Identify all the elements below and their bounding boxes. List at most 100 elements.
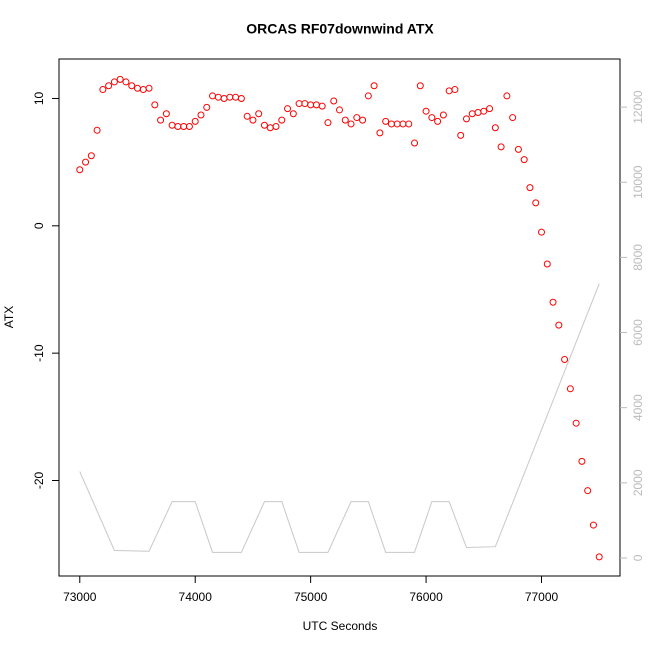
point: [122, 78, 130, 86]
point: [197, 111, 205, 119]
point: [462, 115, 470, 123]
point: [486, 105, 494, 113]
y2-tick-label: 10000: [631, 165, 645, 199]
point: [595, 553, 603, 561]
point: [359, 116, 367, 124]
point: [295, 100, 303, 108]
point: [82, 158, 90, 166]
y2-tick-label: 0: [631, 554, 645, 561]
point: [139, 86, 147, 94]
x-tick-label: 75000: [294, 590, 328, 604]
point: [76, 166, 84, 174]
point: [538, 228, 546, 236]
point: [387, 120, 395, 128]
chart-title: ORCAS RF07downwind ATX: [246, 21, 434, 37]
point: [87, 152, 95, 160]
point: [191, 117, 199, 125]
y2-tick-label: 4000: [631, 394, 645, 421]
point: [220, 94, 228, 102]
point: [232, 93, 240, 101]
point: [116, 75, 124, 83]
point: [376, 129, 384, 137]
y-tick-label: -20: [32, 471, 46, 489]
point: [151, 101, 159, 109]
point: [289, 110, 297, 118]
point: [330, 97, 338, 105]
point: [480, 107, 488, 115]
point: [451, 86, 459, 94]
point: [128, 82, 136, 90]
point: [157, 116, 165, 124]
point: [399, 120, 407, 128]
point: [249, 116, 257, 124]
point: [589, 521, 597, 529]
point: [474, 108, 482, 116]
point: [543, 260, 551, 268]
x-tick-label: 74000: [179, 590, 213, 604]
point: [347, 120, 355, 128]
point: [405, 120, 413, 128]
point: [572, 419, 580, 427]
point: [255, 110, 263, 118]
point: [260, 121, 268, 129]
point: [110, 78, 118, 86]
point: [445, 87, 453, 95]
point: [497, 143, 505, 151]
point: [555, 321, 563, 329]
point: [341, 116, 349, 124]
y2-tick-label: 12000: [631, 90, 645, 124]
x-tick-label: 73000: [63, 590, 97, 604]
y2-tick-label: 6000: [631, 319, 645, 346]
point: [416, 82, 424, 90]
point: [411, 139, 419, 147]
point: [214, 93, 222, 101]
point: [393, 120, 401, 128]
point: [457, 131, 465, 139]
point: [312, 101, 320, 109]
point: [145, 84, 153, 92]
point: [336, 106, 343, 114]
point: [370, 82, 378, 90]
x-axis-label: UTC Seconds: [303, 619, 378, 633]
point: [174, 122, 182, 130]
point: [434, 117, 442, 125]
point: [162, 110, 170, 118]
plot-frame: [58, 58, 621, 577]
point: [209, 92, 217, 100]
point: [272, 122, 280, 130]
point: [226, 93, 234, 101]
point: [509, 114, 517, 122]
point: [168, 121, 176, 129]
point: [185, 122, 193, 130]
point: [561, 356, 569, 364]
point: [526, 184, 534, 192]
point: [468, 110, 476, 118]
point: [324, 119, 332, 127]
x-tick-label: 76000: [409, 590, 443, 604]
point: [266, 124, 274, 132]
point: [243, 112, 251, 120]
x-tick-label: 77000: [525, 590, 559, 604]
y2-tick-label: 2000: [631, 469, 645, 496]
point: [307, 101, 315, 109]
point: [584, 487, 592, 495]
point: [278, 116, 286, 124]
y-axis-label: ATX: [2, 306, 16, 328]
point: [99, 86, 107, 94]
point: [105, 82, 113, 90]
point: [503, 92, 511, 100]
altitude-line: [79, 283, 600, 553]
y-tick-label: -10: [32, 344, 46, 362]
point: [578, 457, 586, 465]
point: [491, 124, 499, 132]
point: [203, 103, 211, 111]
point: [180, 122, 188, 130]
point: [237, 94, 245, 102]
y-tick-label: 10: [32, 91, 46, 105]
point: [284, 105, 292, 113]
point: [353, 114, 361, 122]
point: [566, 385, 574, 393]
point: [382, 117, 390, 125]
y2-tick-label: 8000: [631, 244, 645, 271]
